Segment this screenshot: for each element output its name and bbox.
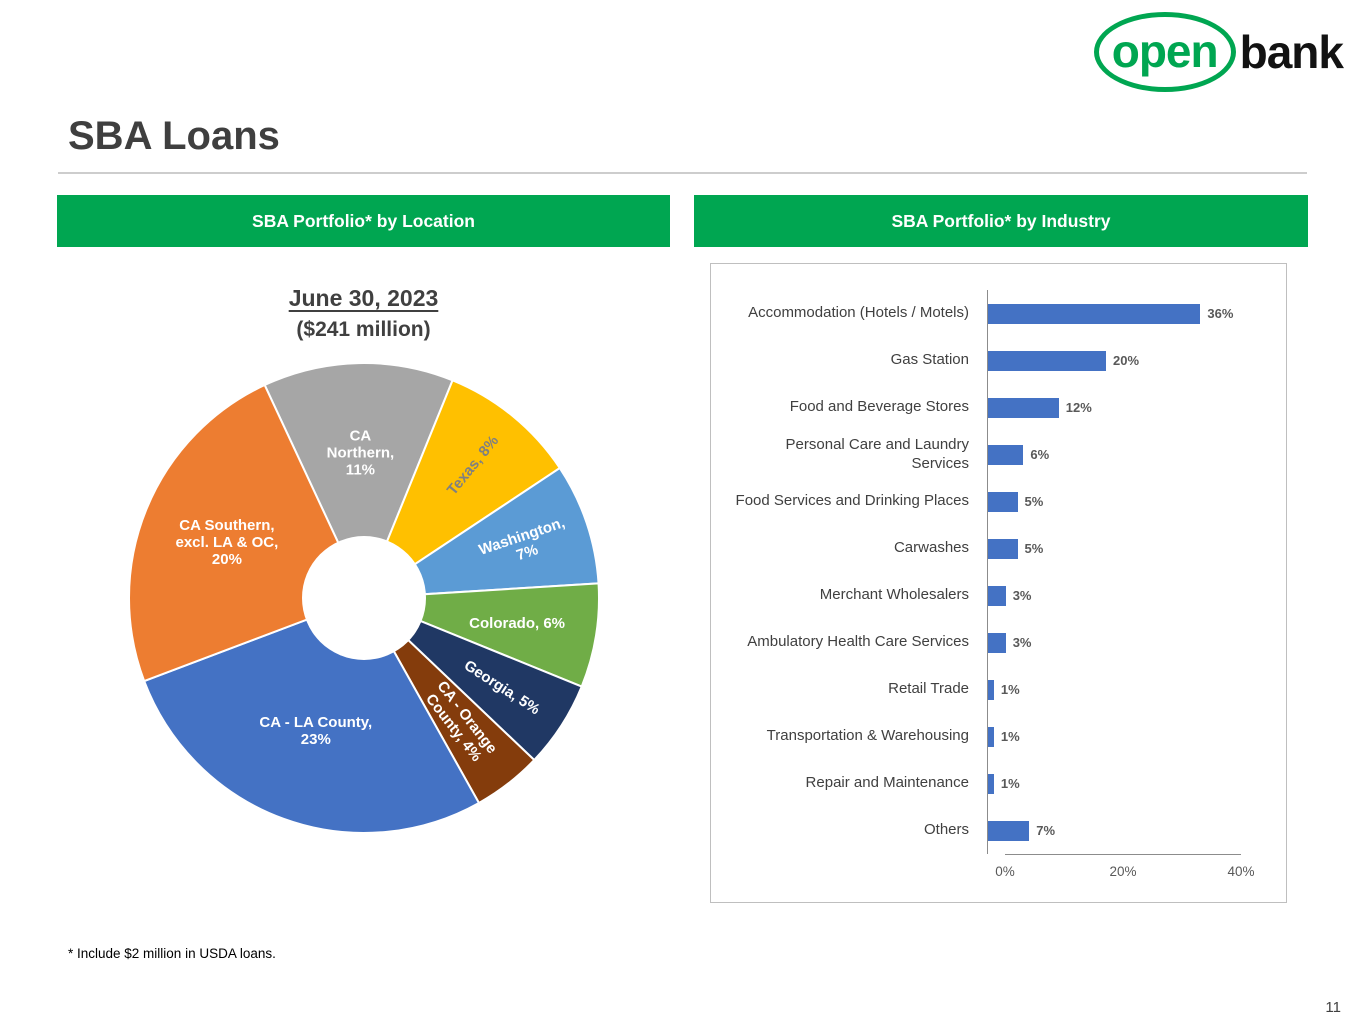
bar — [988, 397, 1059, 418]
bar — [988, 585, 1006, 606]
logo-open-wrap: open — [1093, 12, 1236, 92]
bar-category-label: Accommodation (Hotels / Motels) — [748, 304, 969, 322]
footnote: * Include $2 million in USDA loans. — [68, 946, 276, 961]
bar-value-label: 12% — [1065, 400, 1092, 415]
bar-row: Personal Care and Laundry Services 6% — [725, 431, 1268, 478]
bar-track: 7% — [987, 807, 1268, 854]
pie-slice-0 — [262, 362, 454, 601]
bar-row: Ambulatory Health Care Services 3% — [725, 619, 1268, 666]
bar-row: Transportation & Warehousing 1% — [725, 713, 1268, 760]
bar-row: Repair and Maintenance 1% — [725, 760, 1268, 807]
bar-track: 3% — [987, 572, 1268, 619]
x-axis-tick: 20% — [1109, 864, 1137, 879]
bar-track: 3% — [987, 619, 1268, 666]
title-divider — [58, 172, 1307, 174]
bar — [988, 491, 1018, 512]
openbank-logo: open bank — [1093, 12, 1344, 92]
pie-slice-2 — [359, 466, 600, 600]
bar — [988, 773, 994, 794]
bar-track: 1% — [987, 713, 1268, 760]
bar-track: 6% — [987, 431, 1268, 478]
pie-slice-label-0: CA Northern, 11% — [326, 427, 394, 478]
bar-track: 12% — [987, 384, 1268, 431]
bar-value-label: 1% — [1000, 682, 1020, 697]
pie-chart-subtitle: ($241 million) — [296, 318, 431, 341]
logo-text-bank: bank — [1239, 26, 1344, 78]
pie-slice-label-3: Colorado, 6% — [469, 615, 565, 632]
donut-hole — [301, 536, 426, 660]
location-panel: SBA Portfolio* by Location June 30, 2023… — [57, 195, 670, 848]
pie-slice-label-7: CA Southern, excl. LA & OC, 20% — [175, 517, 278, 568]
bar-category-label: Food and Beverage Stores — [789, 398, 969, 416]
bar — [988, 726, 994, 747]
bar-value-label: 7% — [1036, 823, 1056, 838]
bar-category-label: Transportation & Warehousing — [766, 727, 969, 745]
bar-value-label: 36% — [1207, 306, 1234, 321]
logo-ring-icon — [1093, 12, 1236, 92]
bar — [988, 538, 1018, 559]
page-title: SBA Loans — [68, 114, 280, 158]
bar — [988, 632, 1006, 653]
bar-category-label: Others — [923, 821, 969, 839]
bar — [988, 350, 1106, 371]
x-axis-tick: 0% — [995, 864, 1015, 879]
industry-panel-header: SBA Portfolio* by Industry — [694, 195, 1308, 247]
bar-category-label: Ambulatory Health Care Services — [747, 633, 969, 651]
bar-row: Carwashes 5% — [725, 525, 1268, 572]
bar-row: Food and Beverage Stores 12% — [725, 384, 1268, 431]
bar-category-label: Merchant Wholesalers — [819, 586, 969, 604]
bar-row: Accommodation (Hotels / Motels) 36% — [725, 290, 1268, 337]
bar-row: Food Services and Drinking Places 5% — [725, 478, 1268, 525]
bar — [988, 303, 1201, 324]
bar — [988, 444, 1024, 465]
bar-category-label: Carwashes — [893, 539, 969, 557]
bar-value-label: 3% — [1012, 588, 1032, 603]
pie-slice-6 — [142, 596, 480, 834]
bar-category-label: Repair and Maintenance — [805, 774, 969, 792]
industry-bar-chart: Accommodation (Hotels / Motels) 36% Gas St… — [710, 263, 1287, 903]
x-axis-tick: 40% — [1227, 864, 1255, 879]
bar-category-label: Personal Care and Laundry Services — [785, 435, 969, 472]
bar-rows: Accommodation (Hotels / Motels) 36% Gas St… — [725, 290, 1268, 854]
bar-value-label: 3% — [1012, 635, 1032, 650]
bar-track: 1% — [987, 760, 1268, 807]
bar-chart-x-axis: 0% 20% 40% — [995, 854, 1255, 890]
pie-slice-label-6: CA - LA County, 23% — [259, 714, 372, 748]
bar-category-label: Retail Trade — [888, 680, 969, 698]
bar — [988, 679, 994, 700]
bar-track: 20% — [987, 337, 1268, 384]
pie-slice-1 — [361, 379, 561, 601]
industry-panel: SBA Portfolio* by Industry Accommodation… — [694, 195, 1308, 903]
bar-row: Merchant Wholesalers 3% — [725, 572, 1268, 619]
pie-chart-title: June 30, 2023 — [288, 285, 439, 311]
location-donut-chart: CA Northern, 11% Texas, 8%Washington,7%Colo… — [127, 362, 600, 834]
bar-value-label: 1% — [1000, 776, 1020, 791]
bar-value-label: 5% — [1024, 494, 1044, 509]
page-number: 11 — [1325, 999, 1341, 1016]
bar-track: 5% — [987, 478, 1268, 525]
bar-value-label: 1% — [1000, 729, 1020, 744]
bar-row: Retail Trade 1% — [725, 666, 1268, 713]
bar-value-label: 20% — [1113, 353, 1140, 368]
bar-row: Gas Station 20% — [725, 337, 1268, 384]
bar-row: Others 7% — [725, 807, 1268, 854]
location-panel-header: SBA Portfolio* by Location — [57, 195, 670, 247]
bar — [988, 820, 1030, 841]
bar-category-label: Food Services and Drinking Places — [735, 492, 969, 510]
bar-value-label: 6% — [1030, 447, 1050, 462]
bar-track: 36% — [987, 290, 1268, 337]
bar-value-label: 5% — [1024, 541, 1044, 556]
pie-chart-heading: June 30, 2023 ($241 million) — [57, 285, 670, 342]
bar-track: 5% — [987, 525, 1268, 572]
logo-text-open: open — [1111, 25, 1219, 77]
bar-track: 1% — [987, 666, 1268, 713]
bar-category-label: Gas Station — [890, 351, 969, 369]
